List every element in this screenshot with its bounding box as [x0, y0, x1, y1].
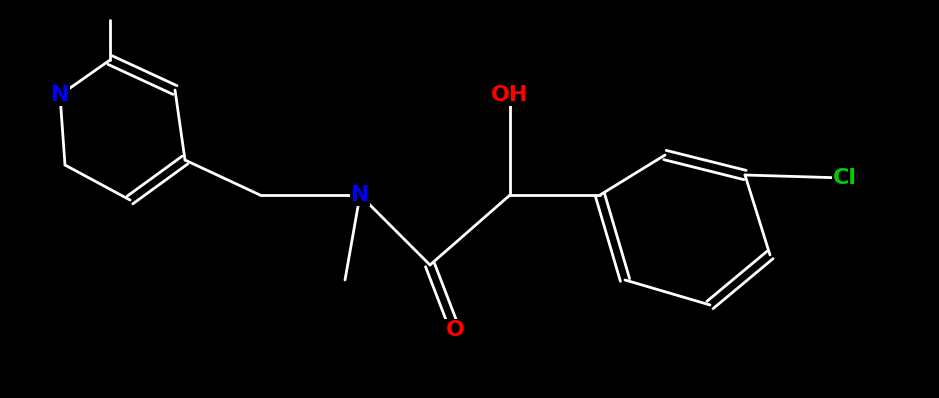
Text: O: O	[445, 320, 465, 340]
Text: OH: OH	[491, 85, 529, 105]
Text: N: N	[351, 185, 369, 205]
Text: N: N	[51, 85, 69, 105]
Text: Cl: Cl	[833, 168, 857, 188]
